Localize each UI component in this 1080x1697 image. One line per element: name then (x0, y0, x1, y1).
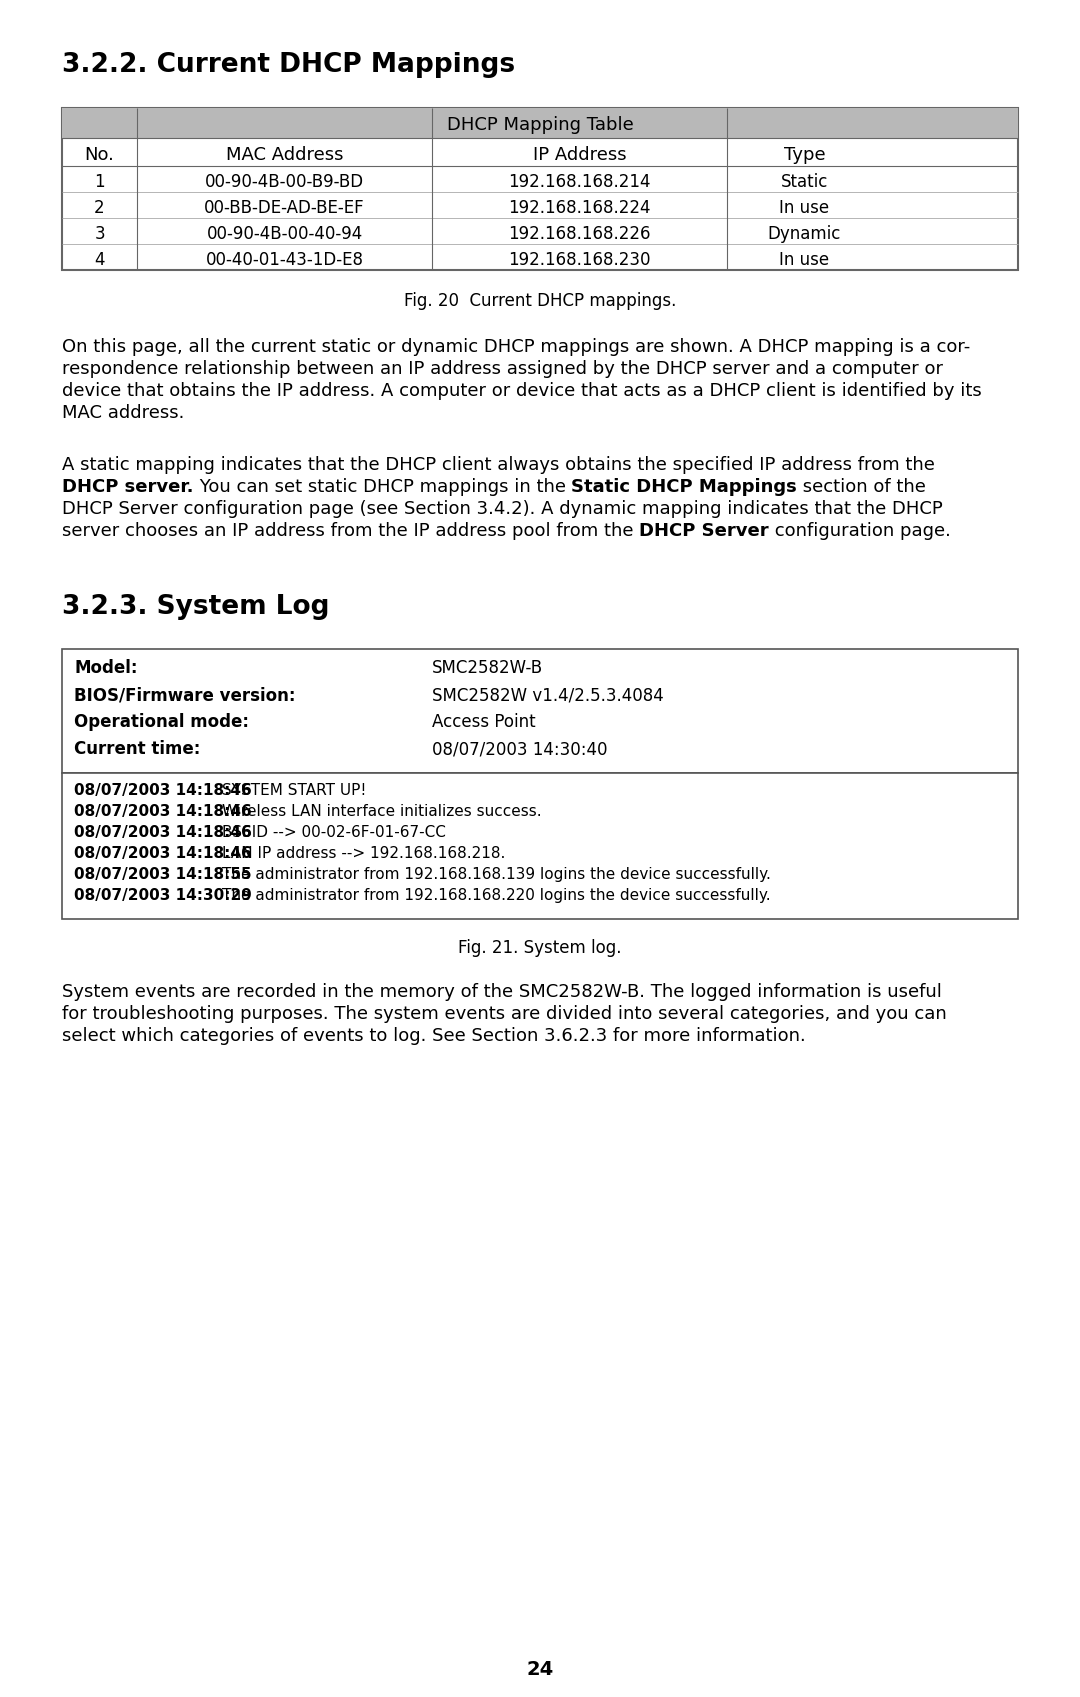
Text: Dynamic: Dynamic (768, 226, 841, 243)
Text: 08/07/2003 14:30:40: 08/07/2003 14:30:40 (432, 740, 607, 759)
Text: DHCP Server configuration page (see Section 3.4.2). A dynamic mapping indicates : DHCP Server configuration page (see Sect… (62, 501, 943, 518)
Text: respondence relationship between an IP address assigned by the DHCP server and a: respondence relationship between an IP a… (62, 360, 943, 378)
Text: 24: 24 (526, 1660, 554, 1678)
Text: Static: Static (781, 173, 828, 192)
Text: 3.2.3. System Log: 3.2.3. System Log (62, 594, 329, 619)
Text: select which categories of events to log. See Section 3.6.2.3 for more informati: select which categories of events to log… (62, 1027, 806, 1045)
Text: MAC address.: MAC address. (62, 404, 185, 423)
Text: 08/07/2003 14:18:55: 08/07/2003 14:18:55 (75, 867, 252, 882)
Text: 1: 1 (94, 173, 105, 192)
Text: On this page, all the current static or dynamic DHCP mappings are shown. A DHCP : On this page, all the current static or … (62, 338, 970, 356)
Text: Type: Type (784, 146, 825, 165)
Text: 192.168.168.224: 192.168.168.224 (509, 199, 651, 217)
Bar (62, 109, 1018, 270)
Text: server chooses an IP address from the IP address pool from the: server chooses an IP address from the IP… (62, 523, 639, 540)
Text: DHCP Server: DHCP Server (639, 523, 769, 540)
Text: DHCP server.: DHCP server. (62, 479, 193, 496)
Text: for troubleshooting purposes. The system events are divided into several categor: for troubleshooting purposes. The system… (62, 1005, 947, 1023)
Text: 192.168.168.226: 192.168.168.226 (509, 226, 651, 243)
Text: Static DHCP Mappings: Static DHCP Mappings (571, 479, 797, 496)
Text: 4: 4 (94, 251, 105, 270)
Text: A static mapping indicates that the DHCP client always obtains the specified IP : A static mapping indicates that the DHCP… (62, 456, 935, 473)
Text: Access Point: Access Point (432, 713, 536, 731)
Text: SMC2582W-B: SMC2582W-B (432, 658, 543, 677)
Text: 08/07/2003 14:30:29: 08/07/2003 14:30:29 (75, 888, 252, 903)
Text: 00-40-01-43-1D-E8: 00-40-01-43-1D-E8 (205, 251, 364, 270)
Text: Model:: Model: (75, 658, 137, 677)
Text: 08/07/2003 14:18:46: 08/07/2003 14:18:46 (75, 847, 252, 860)
Text: configuration page.: configuration page. (769, 523, 950, 540)
Text: BIOS/Firmware version:: BIOS/Firmware version: (75, 686, 296, 704)
Text: The administrator from 192.168.168.220 logins the device successfully.: The administrator from 192.168.168.220 l… (222, 888, 771, 903)
Text: No.: No. (84, 146, 114, 165)
Text: 192.168.168.214: 192.168.168.214 (509, 173, 651, 192)
Text: 2: 2 (94, 199, 105, 217)
Text: IP Address: IP Address (532, 146, 626, 165)
Text: SYSTEM START UP!: SYSTEM START UP! (222, 782, 366, 798)
Text: Operational mode:: Operational mode: (75, 713, 249, 731)
Text: Fig. 21. System log.: Fig. 21. System log. (458, 938, 622, 957)
Text: Current time:: Current time: (75, 740, 201, 759)
Text: 3: 3 (94, 226, 105, 243)
Text: 08/07/2003 14:18:46: 08/07/2003 14:18:46 (75, 825, 252, 840)
Text: In use: In use (780, 199, 829, 217)
Text: Fig. 20  Current DHCP mappings.: Fig. 20 Current DHCP mappings. (404, 292, 676, 311)
Text: Wireless LAN interface initializes success.: Wireless LAN interface initializes succe… (222, 804, 542, 820)
Text: 00-90-4B-00-40-94: 00-90-4B-00-40-94 (206, 226, 363, 243)
Text: You can set static DHCP mappings in the: You can set static DHCP mappings in the (193, 479, 571, 496)
Text: BSSID --> 00-02-6F-01-67-CC: BSSID --> 00-02-6F-01-67-CC (222, 825, 446, 840)
Text: DHCP Mapping Table: DHCP Mapping Table (447, 115, 633, 134)
Text: LAN IP address --> 192.168.168.218.: LAN IP address --> 192.168.168.218. (222, 847, 505, 860)
Text: 192.168.168.230: 192.168.168.230 (509, 251, 651, 270)
Text: In use: In use (780, 251, 829, 270)
Text: 08/07/2003 14:18:46: 08/07/2003 14:18:46 (75, 782, 252, 798)
Bar (62, 774, 1018, 920)
Text: 00-BB-DE-AD-BE-EF: 00-BB-DE-AD-BE-EF (204, 199, 365, 217)
Text: MAC Address: MAC Address (226, 146, 343, 165)
Text: System events are recorded in the memory of the SMC2582W-B. The logged informati: System events are recorded in the memory… (62, 983, 942, 1001)
Text: 08/07/2003 14:18:46: 08/07/2003 14:18:46 (75, 804, 252, 820)
Text: section of the: section of the (797, 479, 926, 496)
Text: 3.2.2. Current DHCP Mappings: 3.2.2. Current DHCP Mappings (62, 53, 515, 78)
Text: The administrator from 192.168.168.139 logins the device successfully.: The administrator from 192.168.168.139 l… (222, 867, 771, 882)
Text: 00-90-4B-00-B9-BD: 00-90-4B-00-B9-BD (205, 173, 364, 192)
Bar (62, 648, 1018, 774)
Bar (62, 109, 1018, 137)
Text: SMC2582W v1.4/2.5.3.4084: SMC2582W v1.4/2.5.3.4084 (432, 686, 664, 704)
Text: device that obtains the IP address. A computer or device that acts as a DHCP cli: device that obtains the IP address. A co… (62, 382, 982, 400)
